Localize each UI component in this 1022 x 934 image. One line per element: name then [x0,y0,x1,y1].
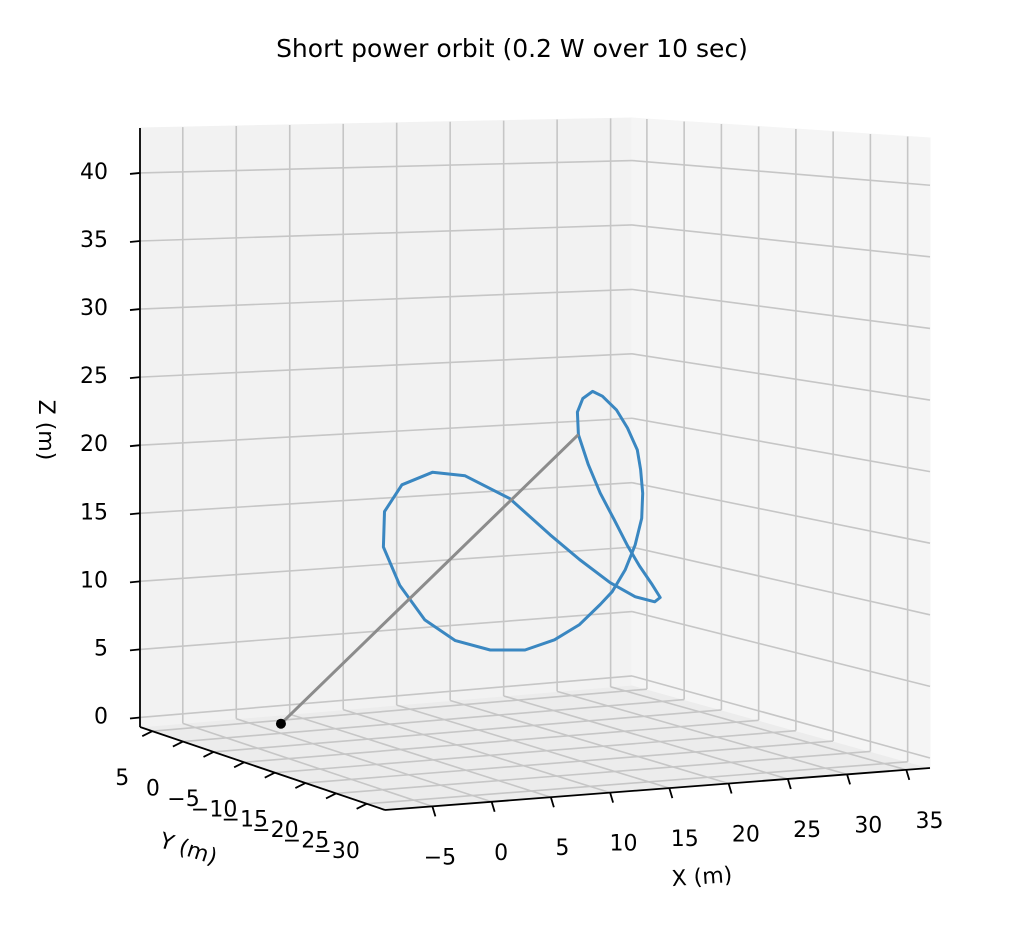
grid-line [274,729,796,774]
y-tick-label: 0 [146,777,160,802]
tick-mark [325,792,337,800]
tick-mark [129,172,141,175]
tick-mark [141,730,153,737]
grid-line [631,288,931,330]
grid-line [631,224,931,258]
grid-line [236,718,492,803]
y-axis-label: Y (m) [155,828,220,870]
tick-mark [294,782,306,789]
x-axis-line [384,767,931,811]
z-tick-label: 20 [80,432,108,457]
tick-mark [129,648,141,652]
x-tick-label: 15 [671,827,699,852]
x-tick-label: 30 [854,813,882,838]
x-tick-label: 35 [916,809,944,834]
grid-line [631,546,931,616]
grid-line [631,481,931,544]
tick-mark [668,787,674,799]
series-line [279,433,580,725]
tick-mark [431,806,437,817]
y-tick-label: −30 [313,839,359,864]
tick-mark [129,240,141,243]
grid-line [139,481,633,515]
grid-line [556,690,848,776]
grid-line [139,288,633,310]
x-tick-label: 10 [610,832,638,857]
y-tick-label: −10 [191,797,237,822]
grid-line [139,610,633,651]
z-tick-label: 25 [80,364,108,389]
x-axis-label: X (m) [671,863,733,892]
tick-mark [129,512,141,516]
grid-line [610,686,907,771]
z-tick-label: 40 [80,160,108,185]
grid-line [449,699,729,785]
grid-line [335,750,871,795]
grid-line [182,722,433,808]
y-tick-label: 5 [115,766,129,791]
tick-mark [172,740,184,748]
grid-line [396,704,670,789]
chart-title: Short power orbit (0.2 W over 10 sec) [276,34,748,63]
z-tick-label: 30 [80,296,108,321]
grid-line [139,224,633,242]
grid-line [631,417,931,473]
series-line [381,389,662,652]
tick-mark [727,783,733,794]
grid-line [631,610,931,688]
x-tick-label: −5 [424,845,456,870]
grid-line [139,159,633,174]
x-tick-label: 0 [494,841,508,866]
y-tick-label: −15 [222,808,268,833]
z-tick-label: 5 [94,636,108,661]
tick-mark [129,580,141,584]
grid-line [631,353,931,401]
grid-line [139,417,633,446]
tick-mark [905,769,911,781]
x-tick-label: 5 [555,836,569,861]
grid-line [366,760,908,805]
tick-mark [129,716,141,720]
grid-line [305,740,834,784]
grid-line [213,709,722,753]
z-tick-label: 15 [80,500,108,525]
grid-line [342,708,611,794]
tick-mark [490,801,496,813]
side-pane [631,117,931,769]
grid-line [182,698,685,743]
grid-line [244,719,759,764]
tick-mark [129,444,141,448]
y-axis-line [139,726,386,811]
anchor-point [275,718,286,729]
grid-line [503,695,789,780]
grid-line [631,675,931,759]
x-tick-label: 25 [793,818,821,843]
y-tick-label: −25 [283,828,329,853]
z-tick-label: 35 [80,228,108,253]
tick-mark [786,778,792,790]
y-tick-label: −5 [167,787,199,812]
tick-mark [264,771,276,779]
grid-line [631,159,931,187]
tick-mark [609,792,614,803]
grid-line [139,353,633,378]
tick-mark [129,308,141,311]
grid-line [139,675,633,719]
z-tick-label: 0 [94,704,108,729]
tick-mark [846,774,851,785]
z-tick-label: 10 [80,568,108,593]
y-tick-label: −20 [252,818,298,843]
grid-line [289,713,552,798]
tick-mark [203,751,214,758]
x-tick-label: 20 [732,823,760,848]
tick-mark [129,376,141,380]
grid-line [139,546,633,583]
tick-mark [550,796,555,808]
z-axis-label: Z (m) [33,400,58,461]
tick-mark [233,761,245,769]
grid-line [152,688,647,732]
tick-mark [356,802,368,810]
